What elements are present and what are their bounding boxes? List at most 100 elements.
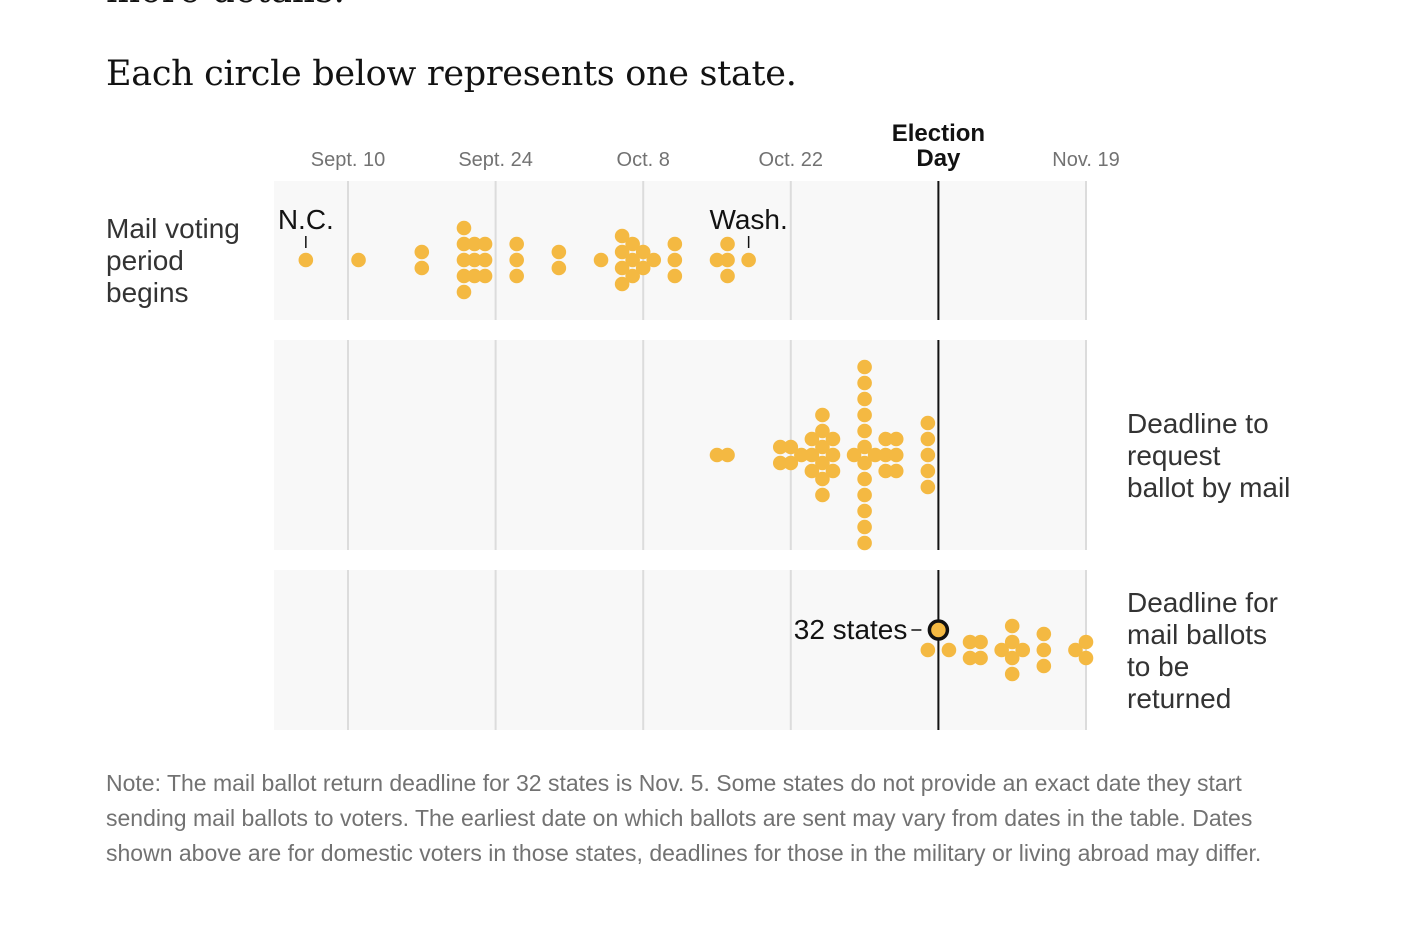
chart-note: Note: The mail ballot return deadline fo… (106, 770, 1262, 866)
tick-label: Oct. 22 (759, 149, 823, 171)
state-dot (467, 268, 482, 284)
state-dot (794, 447, 809, 463)
state-dot (783, 439, 799, 455)
state-dot (709, 447, 725, 463)
state-dot (635, 260, 651, 276)
tick-label-election-day: Election Day (892, 120, 985, 172)
state-dot (867, 447, 883, 463)
state-dot (962, 650, 978, 666)
state-dot (614, 228, 630, 244)
state-dot (920, 447, 936, 463)
state-dot (878, 463, 893, 479)
state-dot (973, 634, 988, 650)
highlight-dot (927, 619, 950, 641)
row-label-3: Deadline for mail ballots to be returned (1127, 587, 1278, 714)
row-label-1: Mail voting period begins (106, 213, 240, 308)
state-dot (456, 220, 472, 236)
state-dot (593, 252, 609, 268)
state-dot (857, 391, 872, 407)
state-dot (456, 236, 472, 252)
state-dot (962, 634, 978, 650)
state-dot (720, 268, 735, 284)
state-dot (888, 431, 904, 447)
state-dot (772, 455, 788, 471)
state-dot (614, 244, 630, 260)
state-dot (920, 415, 936, 431)
row-panel-1 (274, 181, 1086, 320)
state-dot (857, 375, 872, 391)
state-dot (804, 463, 820, 479)
state-dot (941, 642, 957, 658)
state-dot (456, 268, 472, 284)
state-dot (815, 407, 830, 423)
state-dot (1004, 634, 1020, 650)
state-dot (298, 252, 314, 268)
tick-label: Nov. 19 (1052, 149, 1119, 171)
state-dot (825, 463, 841, 479)
state-dot (1078, 634, 1094, 650)
state-dot (857, 519, 872, 535)
state-dot (772, 439, 788, 455)
state-dot (783, 455, 799, 471)
state-dot (1004, 650, 1020, 666)
state-dot (1004, 666, 1020, 682)
state-dot (815, 471, 830, 487)
state-dot (635, 244, 651, 260)
state-dot (720, 236, 735, 252)
state-dot (857, 407, 872, 423)
state-dot (351, 252, 366, 268)
state-dot (857, 487, 872, 503)
row-label-2: Deadline to request ballot by mail (1127, 408, 1290, 503)
state-dot (614, 276, 630, 292)
state-dot (888, 447, 904, 463)
state-dot (857, 423, 872, 439)
state-dot (815, 455, 830, 471)
state-dot (1036, 642, 1052, 658)
tick-label: Oct. 8 (617, 149, 670, 171)
state-dot (414, 260, 430, 276)
state-dot (667, 252, 683, 268)
row-panel-3 (274, 570, 1086, 730)
state-dot (1015, 642, 1031, 658)
state-dot (815, 439, 830, 455)
annotation-label: 32 states (794, 614, 908, 645)
state-dot (646, 252, 662, 268)
state-dot (667, 268, 683, 284)
state-dot (551, 244, 567, 260)
state-dot (625, 236, 640, 252)
state-dot (857, 455, 872, 471)
state-dot (614, 260, 630, 276)
state-dot (857, 471, 872, 487)
state-dot (878, 431, 893, 447)
cut-off-text: more details. (106, 0, 345, 11)
state-dot (973, 650, 988, 666)
state-dot (551, 260, 567, 276)
state-dot (414, 244, 430, 260)
tick-label: Sept. 24 (458, 149, 533, 171)
state-dot (720, 447, 735, 463)
state-dot (857, 439, 872, 455)
chart-intro: Each circle below represents one state. (106, 54, 797, 94)
state-dot (1036, 658, 1052, 674)
state-dot (477, 236, 493, 252)
state-dot (920, 479, 936, 495)
state-dot (509, 252, 524, 268)
state-dot (815, 487, 830, 503)
state-dot (467, 252, 482, 268)
annotation-label: N.C. (278, 204, 334, 235)
state-dot (825, 431, 841, 447)
state-dot (709, 252, 725, 268)
state-dot (1004, 618, 1020, 634)
state-dot (625, 268, 640, 284)
state-dot (1036, 626, 1052, 642)
state-dot (815, 423, 830, 439)
state-dot (477, 252, 493, 268)
state-dot (846, 447, 862, 463)
annotation-label: Wash. (709, 204, 787, 235)
state-dot (994, 642, 1009, 658)
state-dot (477, 268, 493, 284)
state-dot (667, 236, 683, 252)
row-panel-2 (274, 340, 1086, 550)
state-dot (920, 642, 936, 658)
